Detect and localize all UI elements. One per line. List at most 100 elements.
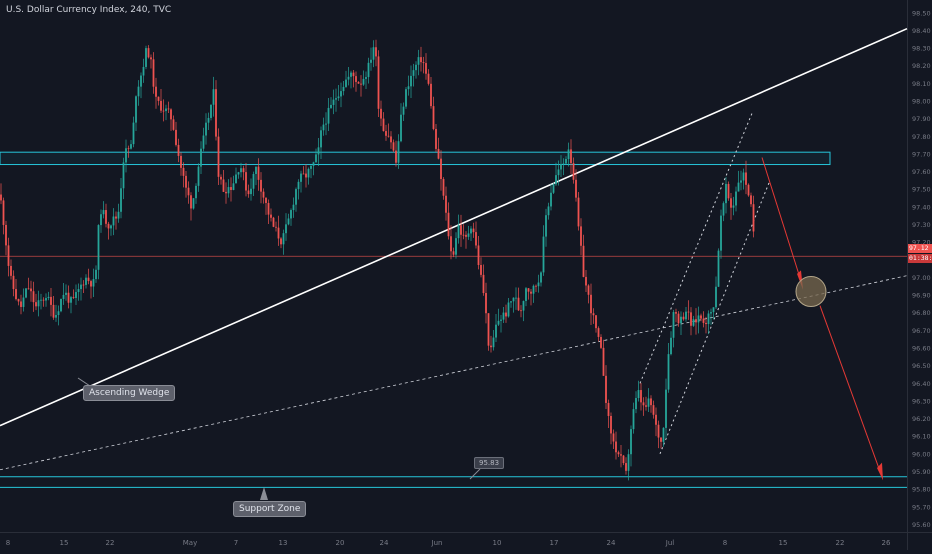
candle-body bbox=[475, 232, 477, 246]
y-tick-label: 97.70 bbox=[912, 150, 931, 158]
candle-body bbox=[402, 106, 405, 115]
candle-body bbox=[455, 238, 457, 255]
candle-body bbox=[245, 172, 247, 191]
candle-body bbox=[67, 292, 70, 303]
candle-body bbox=[117, 211, 120, 219]
candle-body bbox=[225, 191, 227, 194]
candle-body bbox=[255, 166, 257, 174]
candle-body bbox=[587, 285, 590, 295]
candle-body bbox=[355, 76, 357, 82]
candle-body bbox=[37, 300, 40, 307]
candle-body bbox=[95, 269, 97, 280]
y-tick-label: 96.30 bbox=[912, 397, 931, 405]
candle-body bbox=[535, 285, 537, 287]
candle-body bbox=[717, 250, 720, 287]
candle-body bbox=[452, 251, 455, 255]
candle-body bbox=[250, 188, 252, 195]
candle-body bbox=[290, 210, 292, 219]
candle-body bbox=[122, 162, 125, 189]
candle-body bbox=[147, 48, 150, 58]
candle-body bbox=[430, 83, 432, 107]
candle-body bbox=[380, 108, 382, 119]
candle-body bbox=[600, 336, 602, 348]
candle-body bbox=[410, 75, 412, 87]
y-tick-label: 95.80 bbox=[912, 486, 931, 494]
candle-body bbox=[90, 281, 92, 287]
candle-body bbox=[557, 169, 560, 176]
candle-body bbox=[687, 311, 690, 313]
candle-body bbox=[720, 215, 722, 251]
projection-arrowhead-2 bbox=[877, 462, 883, 481]
candle-body bbox=[480, 265, 482, 275]
candle-body bbox=[185, 175, 187, 188]
candle-body bbox=[417, 57, 420, 65]
y-tick-label: 97.20 bbox=[912, 239, 931, 247]
candle-body bbox=[257, 166, 260, 180]
candle-body bbox=[665, 389, 667, 428]
candle-body bbox=[70, 297, 72, 303]
candle-body bbox=[57, 311, 60, 316]
candle-body bbox=[507, 302, 510, 317]
y-tick-label: 97.00 bbox=[912, 274, 931, 282]
candle-body bbox=[527, 288, 530, 292]
candle-body bbox=[730, 198, 732, 208]
candle-body bbox=[525, 288, 527, 302]
candle-body bbox=[277, 227, 280, 239]
candle-body bbox=[675, 312, 677, 314]
candle-body bbox=[442, 179, 445, 196]
candle-body bbox=[570, 149, 572, 164]
y-tick-label: 95.60 bbox=[912, 521, 931, 529]
candle-body bbox=[572, 163, 575, 180]
candle-body bbox=[2, 200, 5, 225]
candle-body bbox=[555, 175, 557, 185]
candle-body bbox=[140, 75, 142, 87]
candle-body bbox=[372, 47, 375, 60]
candle-body bbox=[182, 167, 185, 176]
candle-body bbox=[655, 414, 657, 425]
candle-body bbox=[125, 148, 127, 163]
y-tick-label: 97.90 bbox=[912, 115, 931, 123]
candle-body bbox=[560, 164, 562, 170]
candle-body bbox=[272, 217, 275, 227]
candle-body bbox=[522, 301, 525, 311]
candle-body bbox=[235, 174, 237, 184]
resistance-zone bbox=[0, 151, 831, 166]
candle-body bbox=[165, 108, 167, 112]
candle-body bbox=[202, 135, 205, 149]
candle-body bbox=[577, 197, 580, 227]
candle-body bbox=[160, 100, 162, 111]
candle-body bbox=[750, 195, 752, 205]
wedge-label-pointer bbox=[77, 377, 91, 387]
candle-body bbox=[705, 322, 707, 325]
projection-arrow-2 bbox=[819, 305, 883, 477]
chart-title: U.S. Dollar Currency Index, 240, TVC bbox=[6, 5, 172, 15]
support-label-pointer bbox=[260, 487, 268, 500]
candle-body bbox=[302, 173, 305, 175]
candle-body bbox=[222, 179, 225, 192]
candle-body bbox=[635, 398, 637, 410]
candle-body bbox=[447, 212, 450, 237]
candle-body bbox=[622, 455, 625, 464]
countdown-badge: 01:38:4 bbox=[908, 254, 932, 263]
candle-body bbox=[85, 277, 87, 285]
candle-body bbox=[265, 197, 267, 203]
y-tick-label: 97.40 bbox=[912, 203, 931, 211]
y-tick-label: 98.20 bbox=[912, 62, 931, 70]
candle-body bbox=[162, 110, 165, 112]
candle-body bbox=[72, 297, 75, 298]
y-tick-label: 96.50 bbox=[912, 362, 931, 370]
candle-body bbox=[350, 72, 352, 77]
candle-body bbox=[497, 320, 500, 325]
x-tick-label: 17 bbox=[550, 539, 559, 547]
candle-body bbox=[377, 56, 380, 109]
candle-body bbox=[520, 310, 522, 312]
y-tick-label: 98.40 bbox=[912, 27, 931, 35]
candle-body bbox=[242, 168, 245, 173]
candle-body bbox=[467, 233, 470, 237]
candle-body bbox=[187, 187, 190, 196]
x-tick-label: 15 bbox=[779, 539, 788, 547]
candle-body bbox=[87, 277, 90, 282]
candle-body bbox=[732, 205, 735, 208]
candle-body bbox=[205, 122, 207, 136]
candle-body bbox=[482, 274, 485, 294]
